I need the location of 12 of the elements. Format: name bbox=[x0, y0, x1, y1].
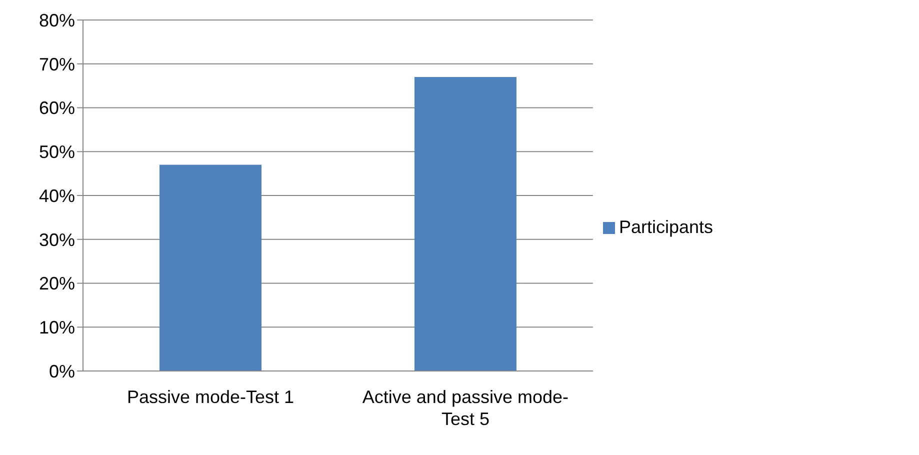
y-tick-label: 50% bbox=[38, 142, 75, 162]
y-tick-label: 40% bbox=[38, 186, 75, 206]
y-tick-label: 10% bbox=[38, 318, 75, 338]
y-tick-label: 80% bbox=[38, 10, 75, 30]
y-tick-label: 30% bbox=[38, 230, 75, 250]
x-tick-label: Active and passive mode-Test 5 bbox=[362, 387, 569, 429]
y-tick-label: 20% bbox=[38, 274, 75, 294]
y-tick-label: 70% bbox=[38, 54, 75, 74]
legend-label: Participants bbox=[618, 217, 713, 237]
y-tick-label: 0% bbox=[48, 361, 75, 382]
x-tick-label: Passive mode-Test 1 bbox=[126, 387, 294, 408]
y-tick-label: 60% bbox=[38, 98, 75, 118]
